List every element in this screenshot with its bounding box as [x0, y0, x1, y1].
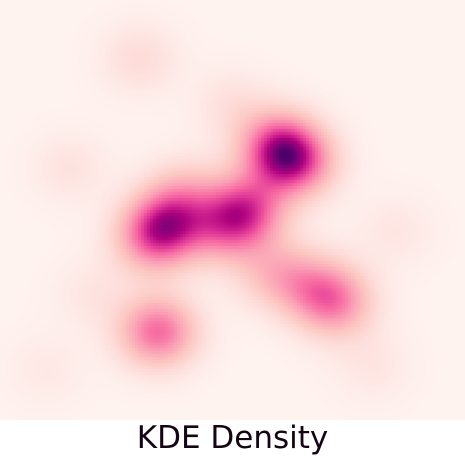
- density-heatmap: [0, 0, 465, 420]
- chart-title: KDE Density: [136, 420, 329, 456]
